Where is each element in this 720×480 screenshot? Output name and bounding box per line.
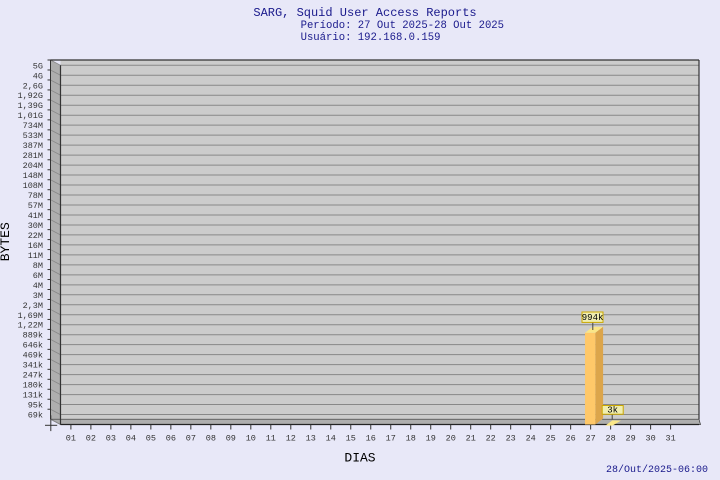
svg-text:3M: 3M (33, 291, 43, 301)
svg-text:889k: 889k (23, 331, 43, 341)
svg-text:247k: 247k (23, 371, 43, 381)
svg-text:11: 11 (266, 434, 276, 444)
svg-text:06: 06 (166, 434, 176, 444)
svg-text:180k: 180k (23, 381, 43, 391)
svg-text:11M: 11M (28, 251, 43, 261)
svg-text:27: 27 (586, 434, 596, 444)
svg-text:204M: 204M (23, 161, 43, 171)
svg-text:SARG, Squid User Access Report: SARG, Squid User Access Reports (253, 6, 476, 20)
svg-text:1,39G: 1,39G (17, 101, 43, 111)
svg-text:646k: 646k (23, 341, 43, 351)
svg-text:15: 15 (346, 434, 356, 444)
svg-text:341k: 341k (23, 361, 43, 371)
svg-text:69k: 69k (28, 411, 43, 421)
svg-text:1,92G: 1,92G (17, 91, 43, 101)
svg-text:13: 13 (306, 434, 316, 444)
svg-text:05: 05 (146, 434, 156, 444)
svg-text:8M: 8M (33, 261, 43, 271)
svg-text:22: 22 (486, 434, 496, 444)
svg-text:28: 28 (606, 434, 616, 444)
svg-text:Período: 27 Out 2025-28 Out 20: Período: 27 Out 2025-28 Out 2025 (301, 20, 504, 32)
svg-text:19: 19 (426, 434, 436, 444)
svg-text:24: 24 (526, 434, 536, 444)
svg-text:10: 10 (246, 434, 256, 444)
svg-text:16: 16 (366, 434, 376, 444)
svg-text:17: 17 (386, 434, 396, 444)
svg-text:29: 29 (626, 434, 636, 444)
svg-text:04: 04 (126, 434, 136, 444)
svg-text:30: 30 (646, 434, 656, 444)
svg-text:01: 01 (66, 434, 76, 444)
svg-text:09: 09 (226, 434, 236, 444)
svg-text:2,3M: 2,3M (23, 301, 43, 311)
svg-text:108M: 108M (23, 181, 43, 191)
svg-text:1,69M: 1,69M (17, 311, 43, 321)
svg-text:57M: 57M (28, 201, 43, 211)
svg-text:22M: 22M (28, 231, 43, 241)
svg-text:2,6G: 2,6G (23, 81, 43, 91)
svg-text:469k: 469k (23, 351, 43, 361)
svg-text:Usuário: 192.168.0.159: Usuário: 192.168.0.159 (301, 32, 441, 44)
svg-text:08: 08 (206, 434, 216, 444)
svg-text:18: 18 (406, 434, 416, 444)
svg-text:533M: 533M (23, 131, 43, 141)
svg-text:03: 03 (106, 434, 116, 444)
svg-text:1,01G: 1,01G (17, 111, 43, 121)
svg-text:31: 31 (665, 434, 675, 444)
svg-text:5G: 5G (33, 61, 43, 71)
svg-text:4G: 4G (33, 71, 43, 81)
svg-text:4M: 4M (33, 281, 43, 291)
svg-text:DIAS: DIAS (344, 451, 375, 466)
svg-text:994k: 994k (582, 313, 604, 323)
svg-text:BYTES: BYTES (0, 222, 13, 261)
svg-text:07: 07 (186, 434, 196, 444)
svg-text:1,22M: 1,22M (17, 321, 43, 331)
svg-text:148M: 148M (23, 171, 43, 181)
svg-text:28/Out/2025-06:00: 28/Out/2025-06:00 (606, 464, 708, 476)
svg-text:734M: 734M (23, 121, 43, 131)
svg-text:26: 26 (566, 434, 576, 444)
svg-text:21: 21 (466, 434, 476, 444)
svg-text:3k: 3k (607, 406, 618, 416)
svg-text:6M: 6M (33, 271, 43, 281)
svg-text:14: 14 (326, 434, 336, 444)
svg-text:30M: 30M (28, 221, 43, 231)
svg-text:131k: 131k (23, 391, 43, 401)
svg-text:20: 20 (446, 434, 456, 444)
svg-text:25: 25 (546, 434, 556, 444)
svg-text:41M: 41M (28, 211, 43, 221)
svg-text:12: 12 (286, 434, 296, 444)
svg-text:23: 23 (506, 434, 516, 444)
svg-text:95k: 95k (28, 401, 43, 411)
svg-text:387M: 387M (23, 141, 43, 151)
svg-text:78M: 78M (28, 191, 43, 201)
svg-text:16M: 16M (28, 241, 43, 251)
svg-text:02: 02 (86, 434, 96, 444)
svg-text:281M: 281M (23, 151, 43, 161)
